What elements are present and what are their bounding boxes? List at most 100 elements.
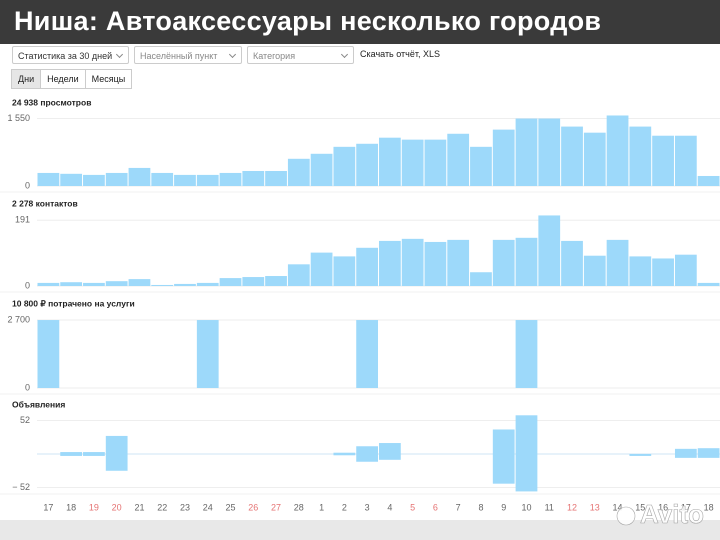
bar xyxy=(379,454,401,460)
bar xyxy=(196,320,219,388)
x-tick-label: 14 xyxy=(613,502,623,512)
tab[interactable]: Месяцы xyxy=(84,69,133,89)
bar xyxy=(401,139,424,186)
bar xyxy=(674,135,697,186)
bar xyxy=(60,452,83,454)
y-tick-label: 52 xyxy=(20,415,30,425)
bar xyxy=(105,281,128,286)
bar xyxy=(105,435,128,454)
bar xyxy=(379,443,401,454)
x-tick-label: 17 xyxy=(681,502,691,512)
x-tick-label: 10 xyxy=(521,502,531,512)
bar xyxy=(265,170,287,186)
period-select[interactable]: Статистика за 30 дней xyxy=(12,46,129,64)
bar xyxy=(515,454,538,492)
bar xyxy=(401,238,424,286)
x-tick-label: 19 xyxy=(89,502,99,512)
x-tick-label: 25 xyxy=(226,502,236,512)
bar xyxy=(515,415,538,454)
y-tick-label: 2 700 xyxy=(7,314,30,324)
bar xyxy=(37,172,60,186)
bar xyxy=(356,446,378,454)
bar xyxy=(333,454,356,456)
bar xyxy=(333,146,356,186)
bar xyxy=(674,254,697,286)
bar xyxy=(515,237,538,286)
bar xyxy=(447,239,470,286)
bar xyxy=(674,454,697,458)
bar xyxy=(196,282,219,286)
y-tick-label: 1 550 xyxy=(7,113,30,123)
bar xyxy=(629,454,652,456)
x-tick-label: 26 xyxy=(248,502,258,512)
bar xyxy=(151,172,174,186)
bar xyxy=(174,174,196,186)
bar xyxy=(652,135,674,186)
x-tick-label: 8 xyxy=(478,502,483,512)
x-tick-label: 23 xyxy=(180,502,190,512)
x-tick-label: 15 xyxy=(635,502,645,512)
bar xyxy=(629,126,652,186)
bar xyxy=(652,258,674,286)
bar xyxy=(219,278,242,286)
bar xyxy=(356,320,378,388)
bar xyxy=(356,454,378,462)
bar xyxy=(561,126,583,186)
location-select[interactable]: Населённый пункт xyxy=(134,46,242,64)
bar xyxy=(697,175,720,186)
download-link[interactable]: Скачать отчёт, XLS xyxy=(360,49,441,59)
category-select[interactable]: Категория xyxy=(247,46,354,64)
y-tick-label: 191 xyxy=(15,215,30,225)
bar xyxy=(310,252,333,286)
x-tick-label: 13 xyxy=(590,502,600,512)
bar xyxy=(60,454,83,456)
bar xyxy=(515,118,538,186)
bar xyxy=(492,129,515,186)
x-tick-label: 27 xyxy=(271,502,281,512)
y-tick-label: 0 xyxy=(25,280,30,290)
bar xyxy=(242,277,265,286)
bar xyxy=(470,146,492,186)
watermark-logo xyxy=(616,506,636,526)
bar xyxy=(674,448,697,454)
bar xyxy=(105,454,128,471)
chart-title: 2 278 контактов xyxy=(12,198,78,208)
x-tick-label: 22 xyxy=(157,502,167,512)
x-tick-label: 5 xyxy=(410,502,415,512)
bar xyxy=(515,320,538,388)
bar xyxy=(83,282,105,286)
banner: Ниша: Автоаксессуары несколько городов xyxy=(0,0,720,44)
bar xyxy=(697,448,720,454)
x-tick-label: 4 xyxy=(387,502,392,512)
y-tick-label: − 52 xyxy=(12,482,30,492)
bar xyxy=(583,132,606,186)
y-tick-label: 0 xyxy=(25,180,30,190)
bar xyxy=(424,241,447,286)
x-tick-label: 6 xyxy=(433,502,438,512)
x-tick-label: 24 xyxy=(203,502,213,512)
bar xyxy=(37,282,60,286)
bar xyxy=(105,172,128,186)
x-tick-label: 9 xyxy=(501,502,506,512)
bar xyxy=(60,173,83,186)
bar xyxy=(83,174,105,186)
bar xyxy=(379,240,401,286)
bar xyxy=(561,240,583,286)
bar xyxy=(37,320,60,388)
x-tick-label: 18 xyxy=(66,502,76,512)
tabs: Дни Недели Месяцы xyxy=(11,69,133,89)
x-tick-label: 12 xyxy=(567,502,577,512)
bar xyxy=(83,454,105,456)
bar xyxy=(333,256,356,286)
bar xyxy=(583,255,606,286)
chart-title: 10 800 ₽ потрачено на услуги xyxy=(12,298,135,308)
bar xyxy=(219,172,242,186)
bar xyxy=(310,153,333,186)
watermark: Avito xyxy=(640,499,704,529)
bar xyxy=(356,143,378,186)
x-tick-label: 28 xyxy=(294,502,304,512)
bar xyxy=(242,170,265,186)
chart-title: 24 938 просмотров xyxy=(12,97,91,107)
